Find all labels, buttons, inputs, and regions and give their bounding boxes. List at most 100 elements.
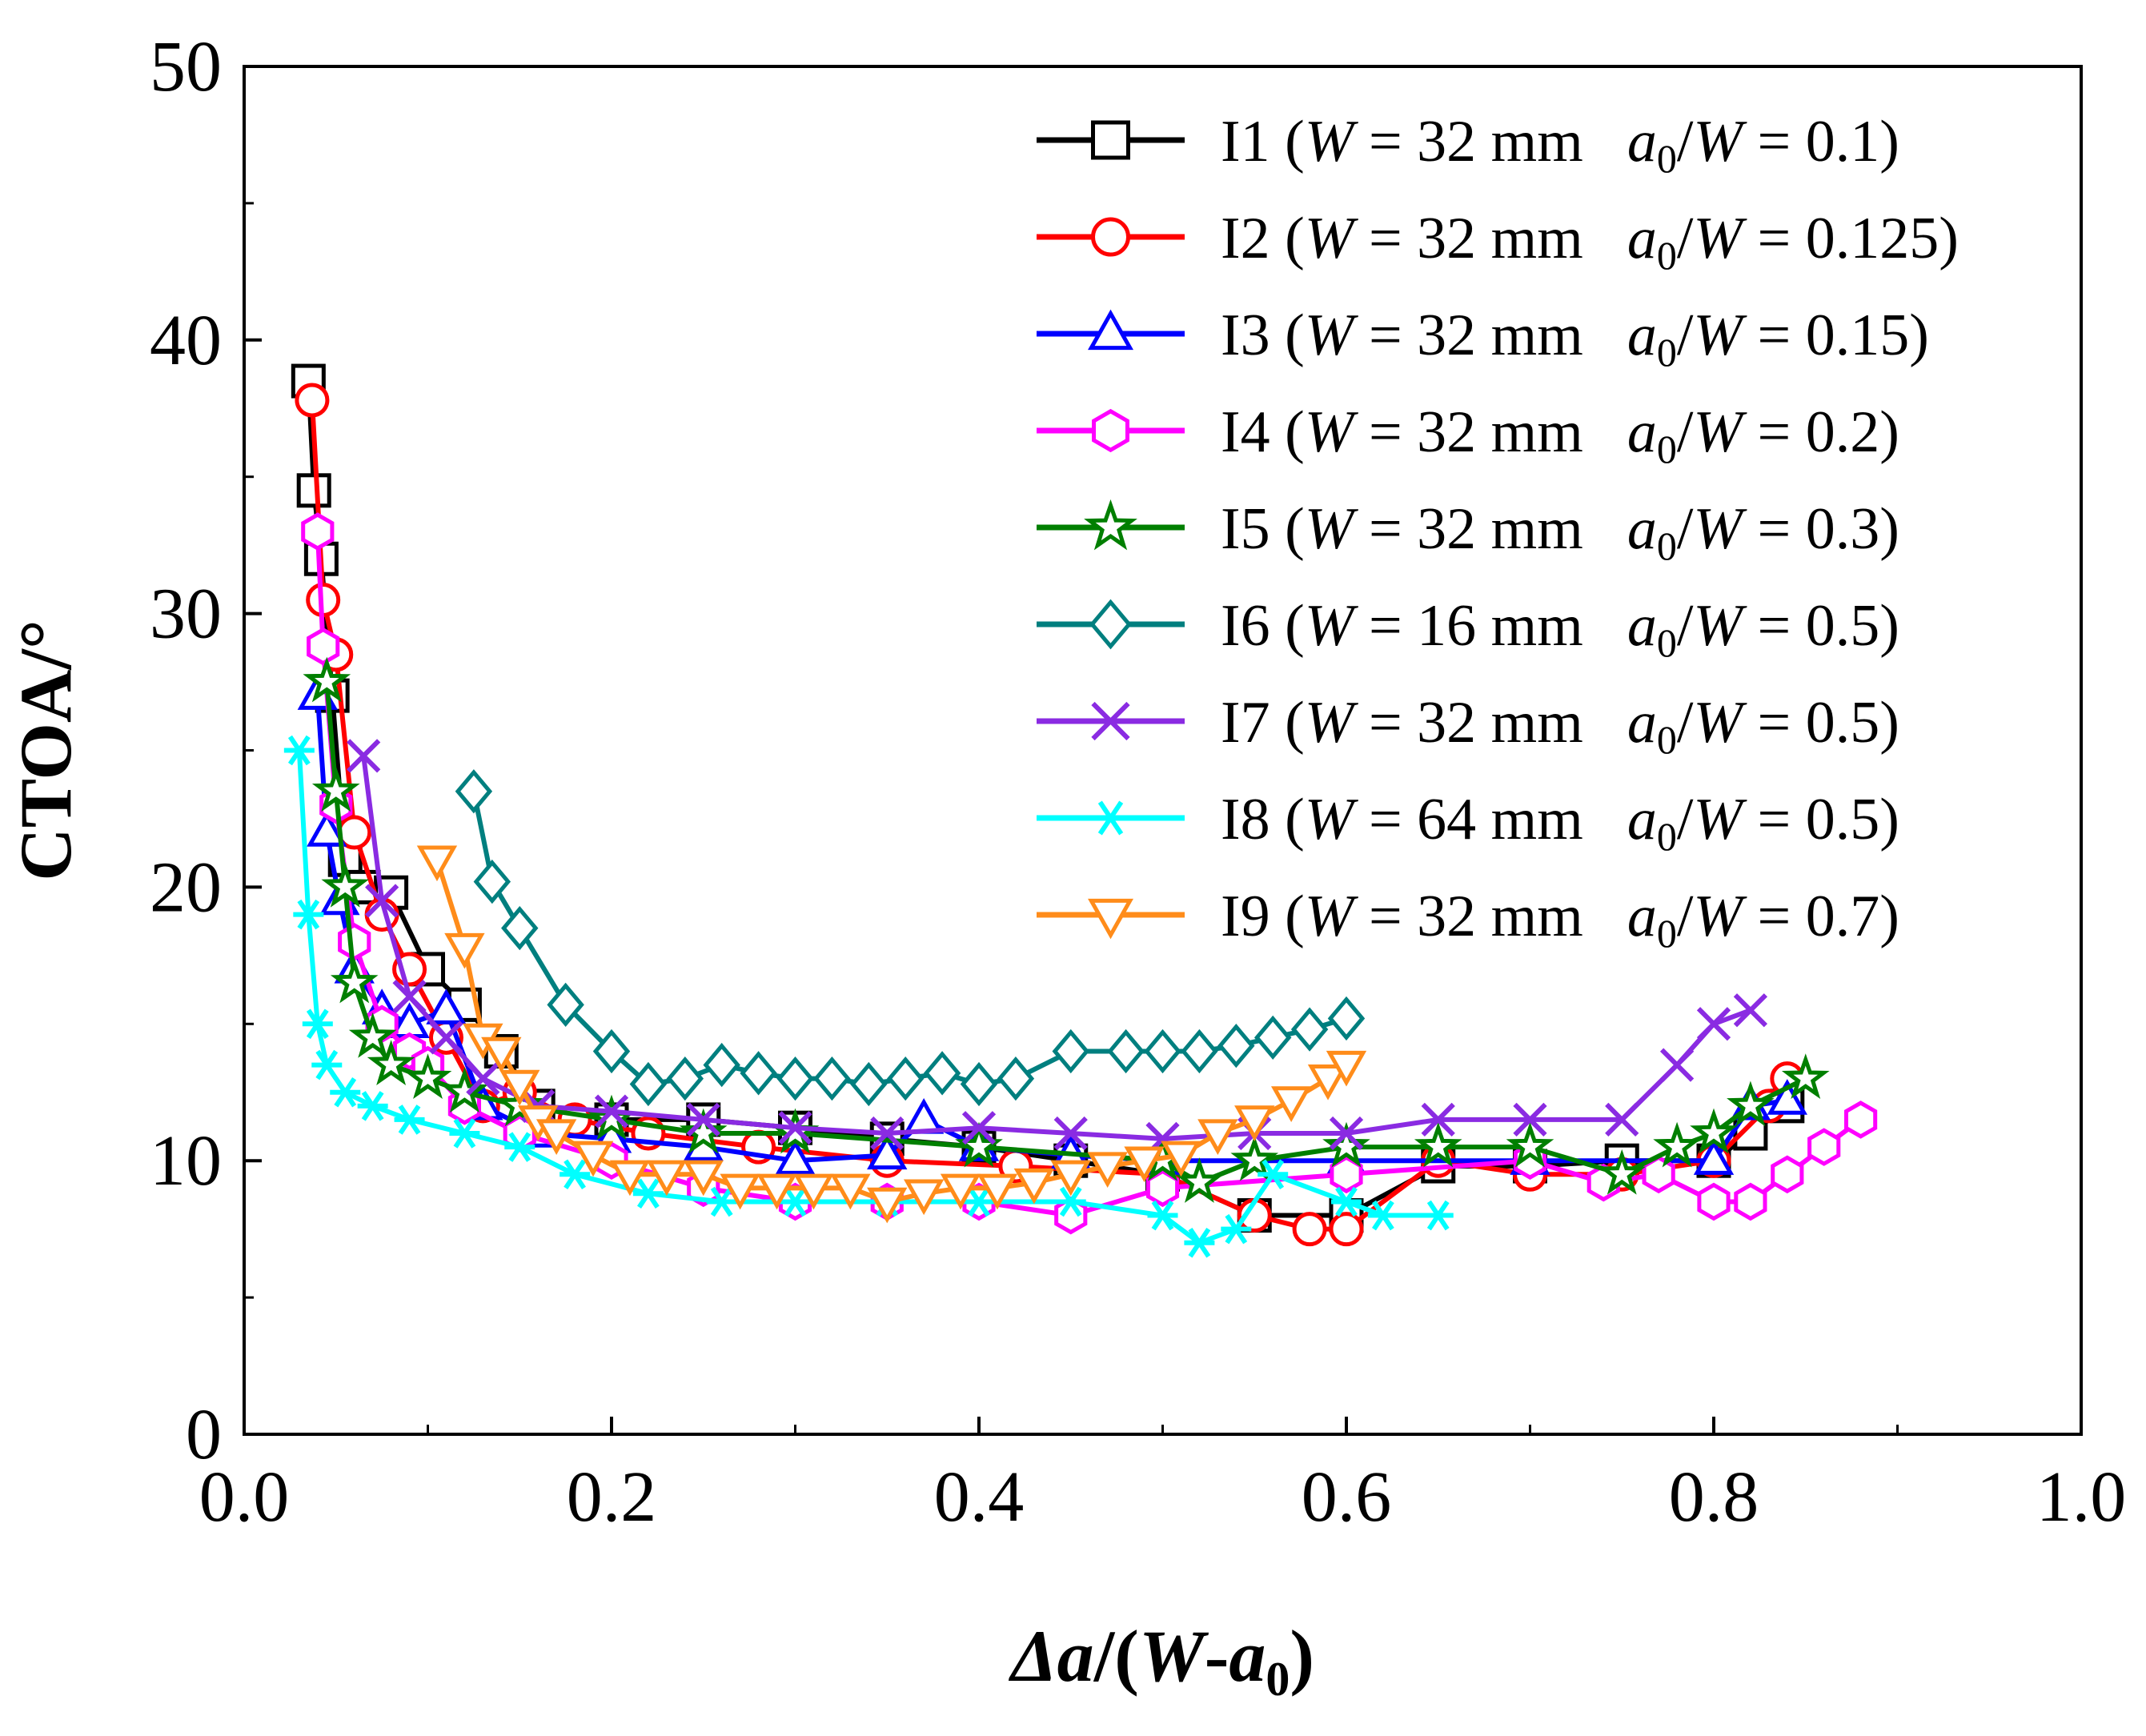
data-point-i4 [1807,1128,1841,1166]
data-point-i6 [666,1056,704,1101]
data-point-i7 [1329,1116,1364,1151]
data-point-i6 [473,859,511,904]
data-point-i4 [1145,1169,1180,1208]
legend-entry-i8: I8 (W = 64 mm a0/W = 0.5) [1037,787,1899,859]
y-tick-label: 40 [150,301,222,380]
data-point-i8 [560,1159,591,1190]
data-point-i7 [961,1111,997,1145]
data-point-i6 [886,1056,925,1101]
data-point-i6 [455,769,493,814]
data-point-i5 [303,656,351,703]
data-point-i6 [813,1056,851,1101]
data-point-i4 [1054,1196,1088,1235]
data-point-i9 [1307,1064,1349,1101]
data-point-i9 [416,845,458,882]
data-point-i9 [940,1173,981,1210]
legend-label: I5 (W = 32 mm a0/W = 0.3) [1221,496,1899,568]
x-tick-label: 1.0 [2036,1457,2127,1537]
x-axis-title: Δa/(W-a0) [1008,1615,1314,1706]
legend-entry-i7: I7 (W = 32 mm a0/W = 0.5) [1037,690,1899,762]
data-point-i7 [686,1102,720,1137]
data-point-i5 [311,766,360,812]
legend-entry-i2: I2 (W = 32 mm a0/W = 0.125) [1037,206,1959,278]
data-point-i5 [1781,1053,1830,1100]
data-point-i3 [903,1097,945,1134]
data-point-i7 [1053,1116,1088,1151]
data-point-i6 [1107,1028,1145,1074]
legend-label: I3 (W = 32 mm a0/W = 0.15) [1221,303,1929,375]
data-point-i6 [1254,1015,1292,1060]
series-i8 [283,735,1454,1258]
data-point-i5 [321,862,370,908]
data-point-i7 [392,979,427,1014]
data-point-i3 [775,1139,816,1175]
data-point-i7 [1696,1007,1731,1041]
legend-entry-i4: I4 (W = 32 mm a0/W = 0.2) [1037,399,1899,471]
legend-marker [1084,499,1137,551]
data-point-i9 [1326,1050,1367,1087]
data-point-i6 [547,982,584,1028]
data-point-i7 [365,884,399,918]
legend-entry-i9: I9 (W = 32 mm a0/W = 0.7) [1037,884,1899,956]
series-i6 [455,769,1366,1107]
y-axis-title: CTOA/° [5,619,86,881]
data-point-i5 [1230,1135,1279,1181]
data-point-i6 [1181,1028,1218,1074]
data-point-i4 [1697,1182,1731,1221]
data-point-i3 [1767,1079,1807,1115]
data-point-i9 [903,1179,945,1216]
data-point-i8 [311,1049,343,1080]
data-point-i7 [1421,1102,1455,1137]
y-tick-label: 20 [150,848,222,927]
series-i7 [347,739,1768,1156]
data-point-i9 [756,1173,797,1210]
legend-entry-i3: I3 (W = 32 mm a0/W = 0.15) [1037,303,1929,375]
data-point-i9 [1270,1086,1312,1122]
data-point-i9 [609,1160,651,1197]
data-point-i9 [977,1173,1018,1210]
data-point-i8 [1367,1200,1398,1231]
data-point-i7 [778,1111,812,1145]
x-tick-label: 0.4 [934,1457,1025,1537]
y-tick-label: 50 [150,27,222,106]
data-point-i6 [997,1056,1035,1101]
data-point-i7 [1733,993,1768,1028]
data-point-i8 [780,1186,811,1217]
data-point-i8 [394,1105,425,1135]
data-point-i2 [1329,1212,1364,1247]
data-point-i5 [1727,1080,1775,1127]
data-point-i9 [720,1173,760,1210]
data-point-i5 [1690,1108,1738,1154]
x-tick-label: 0.6 [1302,1457,1392,1537]
legend-marker [1089,599,1132,650]
data-point-i4 [1330,1155,1363,1194]
data-point-i4 [1771,1155,1804,1194]
data-point-i8 [1055,1186,1086,1217]
data-point-i5 [1598,1149,1647,1195]
data-point-i6 [850,1061,888,1107]
data-point-i6 [501,906,539,951]
data-point-i6 [740,1051,777,1096]
data-point-i9 [481,1036,522,1073]
data-point-i1 [296,473,331,508]
data-point-i5 [348,1012,397,1058]
data-point-i9 [1234,1105,1275,1141]
data-point-i5 [679,1108,728,1154]
data-point-i7 [429,1020,463,1055]
series-layer [283,363,1878,1258]
legend: I1 (W = 32 mm a0/W = 0.1) I2 (W = 32 mm a0/… [1037,109,1959,956]
data-point-i8 [1422,1200,1454,1231]
data-point-i8 [1221,1213,1252,1245]
data-point-i9 [830,1173,871,1210]
x-tick-label: 0.0 [199,1457,290,1537]
data-point-i4 [338,922,371,961]
data-point-i6 [1290,1007,1329,1052]
data-point-i8 [632,1178,664,1209]
data-point-i3 [307,811,347,847]
data-point-i9 [867,1187,908,1224]
data-point-i8 [504,1132,535,1162]
data-point-i6 [629,1061,668,1107]
data-point-i8 [293,899,324,930]
legend-marker [1091,701,1130,741]
data-point-i9 [444,932,485,969]
